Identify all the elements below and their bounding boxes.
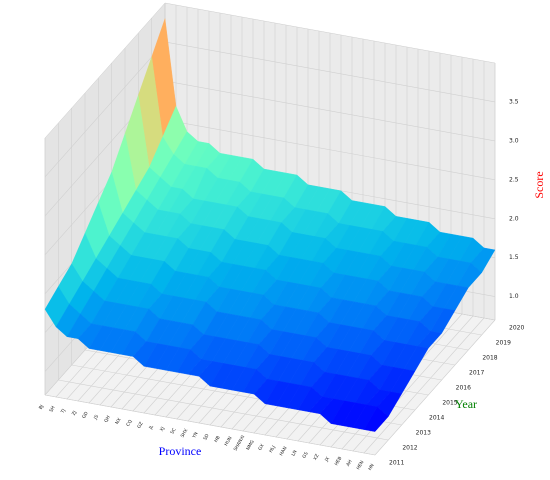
x-tick-label: XJ — [159, 426, 166, 433]
x-tick-label: HEB — [334, 456, 344, 467]
y-tick-label: 2012 — [402, 445, 417, 452]
x-tick-label: AH — [345, 459, 353, 468]
z-tick-label: 2.0 — [509, 215, 519, 222]
x-tick-label: JS — [92, 414, 100, 422]
x-tick-label: NMG — [245, 439, 256, 452]
x-tick-label: GS — [301, 451, 309, 460]
x-tick-label: ZJ — [71, 410, 78, 417]
x-tick-label: JL — [147, 424, 155, 432]
x-tick-label: HUN — [223, 435, 233, 447]
x-tick-label: SH — [48, 405, 56, 413]
y-tick-label: 2017 — [469, 370, 484, 377]
year-grid-line — [44, 394, 376, 456]
x-tick-label: HLJ — [268, 445, 277, 454]
z-tick-label: 1.0 — [509, 293, 519, 300]
y-tick-label: 2016 — [456, 385, 471, 392]
y-axis-label: Year — [455, 397, 477, 411]
year-grid-line — [58, 379, 389, 441]
z-tick-label: 3.5 — [509, 98, 519, 105]
y-tick-label: 2020 — [509, 325, 524, 332]
x-tick-label: HAN — [278, 445, 288, 457]
x-tick-label: YN — [191, 431, 200, 440]
x-tick-label: BJ — [38, 404, 45, 411]
x-tick-label: GZ — [136, 421, 144, 430]
x-tick-label: SC — [169, 427, 177, 435]
z-tick-label: 2.5 — [509, 176, 519, 183]
y-tick-label: 2013 — [416, 430, 431, 437]
z-tick-label: 3.0 — [509, 137, 519, 144]
x-tick-label: XZ — [312, 453, 320, 461]
y-tick-label: 2018 — [482, 355, 497, 362]
y-tick-label: 2014 — [429, 415, 444, 422]
x-axis-label: Province — [159, 444, 202, 458]
x-tick-label: JX — [323, 456, 331, 464]
x-tick-label: TJ — [59, 408, 67, 415]
x-tick-label: GD — [81, 410, 90, 419]
x-tick-label: SD — [202, 433, 211, 442]
x-tick-label: SHANXI — [233, 434, 247, 452]
axis-labels: BJ SH TJ ZJ GD JS QH NX CQ GZ JL XJ SC SHX YN SD HB HUN SH… — [38, 98, 546, 471]
x-tick-label: SHX — [180, 428, 190, 439]
x-tick-label: GX — [257, 443, 265, 452]
y-tick-label: 2011 — [389, 460, 404, 467]
y-tick-label: 2015 — [442, 400, 457, 407]
province-grid-line — [374, 319, 496, 456]
surface-patch — [363, 406, 389, 432]
z-tick-label: 1.5 — [509, 254, 519, 261]
x-tick-label: QH — [103, 415, 112, 424]
province-grid-line — [363, 317, 485, 454]
y-tick-label: 2019 — [496, 340, 511, 347]
z-axis-label: Score — [532, 171, 546, 198]
x-tick-label: HN — [367, 463, 376, 472]
x-tick-label: HB — [213, 435, 221, 444]
x-tick-label: LN — [290, 449, 298, 457]
surface — [44, 18, 496, 432]
x-tick-label: NX — [114, 417, 122, 426]
x-tick-label: HEN — [355, 460, 365, 471]
x-tick-label: CQ — [125, 418, 134, 427]
